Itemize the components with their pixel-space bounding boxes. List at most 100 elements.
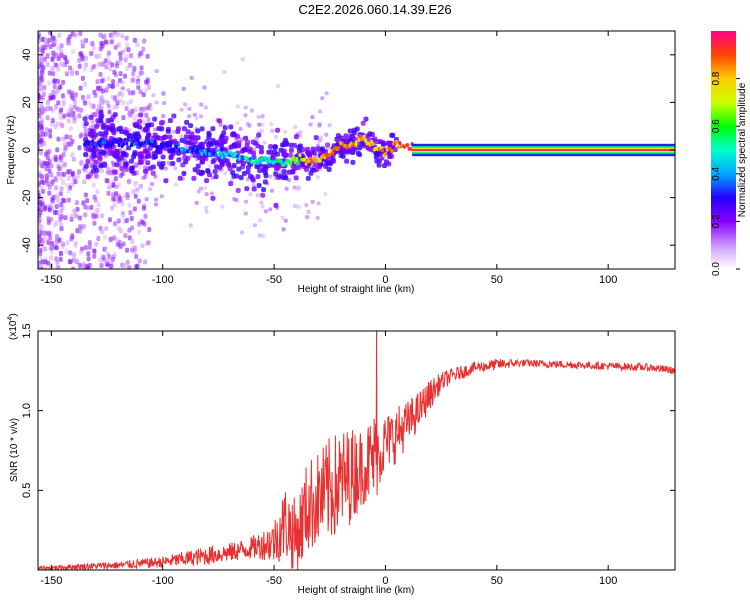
spectrogram-noise-cell [114, 63, 119, 69]
spectrogram-noise-cell [220, 204, 225, 209]
spectrogram-noise-cell [44, 166, 49, 172]
spectrogram-ridge-cell [229, 151, 233, 156]
x-tick-label: -50 [266, 274, 282, 286]
spectrogram-band-cell [245, 164, 251, 170]
spectrogram-band-cell [313, 135, 319, 141]
spectrogram-noise-cell [249, 108, 254, 113]
spectrogram-band-cell [238, 175, 244, 181]
spectrogram-band-cell [335, 137, 341, 143]
colorbar-tick-label: 0.2 [711, 214, 722, 228]
spectrogram-noise-cell [138, 183, 143, 189]
spectrogram-noise-cell [132, 206, 137, 212]
spectrogram-band-cell [251, 186, 257, 192]
spectrogram-band-cell [93, 159, 99, 165]
spectrogram-noise-cell [113, 251, 118, 257]
spectrogram-noise-cell [101, 61, 106, 67]
spectrogram-noise-cell [73, 179, 78, 185]
spectrogram-band-cell [210, 159, 216, 165]
spectrogram-noise-cell [56, 66, 61, 72]
spectrogram-noise-cell [154, 100, 159, 105]
spectrogram-band-cell [110, 123, 116, 129]
spectrogram-band-cell [199, 159, 205, 165]
spectrogram-band-cell [198, 171, 204, 177]
spectrogram-noise-cell [113, 176, 118, 182]
spectrogram-noise-cell [101, 98, 106, 104]
spectrogram-noise-cell [65, 240, 70, 246]
spectrogram-noise-cell [125, 42, 130, 48]
spectrogram-noise-cell [108, 237, 113, 243]
spectrogram-noise-cell [43, 37, 48, 43]
spectrogram-noise-cell [89, 102, 94, 108]
spectrogram-noise-cell [154, 69, 159, 74]
spectrogram-ridge-cell [169, 143, 173, 148]
spectrogram-band-cell [382, 163, 388, 169]
spectrogram-y-ticks: -40 -20 0 20 40 [21, 49, 675, 253]
spectrogram-band-cell [183, 139, 189, 145]
spectrogram-noise-cell [66, 112, 71, 118]
spectrogram-noise-cell [194, 200, 199, 205]
spectrogram-noise-cell [43, 45, 48, 51]
spectrogram-noise-cell [49, 245, 54, 251]
spectrogram-ridge-cell [111, 140, 115, 145]
spectrogram-band-cell [219, 133, 225, 139]
spectrogram-noise-cell [268, 207, 273, 212]
spectrogram-noise-cell [131, 90, 136, 96]
spectrogram-noise-cell [45, 100, 50, 106]
spectrogram-band-cell [96, 154, 102, 160]
spectrogram-noise-cell [61, 97, 66, 103]
spectrogram-noise-cell [245, 177, 250, 182]
spectrogram-noise-cell [112, 69, 117, 75]
spectrogram-noise-cell [260, 204, 265, 209]
spectrogram-band-cell [385, 140, 391, 146]
spectrogram-noise-cell [65, 141, 70, 147]
spectrogram-noise-cell [45, 115, 50, 121]
spectrogram-noise-cell [55, 78, 60, 84]
spectrogram-noise-cell [208, 163, 213, 168]
spectrogram-ridge-cell [150, 138, 154, 143]
colorbar-tick-label: 0.6 [711, 119, 722, 133]
spectrogram-noise-cell [146, 117, 151, 123]
spectrogram-noise-cell [89, 205, 94, 211]
spectrogram-band-cell [89, 128, 95, 134]
spectrogram-band-cell [132, 149, 138, 155]
spectrogram-band-cell [147, 165, 153, 171]
spectrogram-noise-cell [128, 52, 133, 58]
spectrogram-noise-cell [94, 208, 99, 214]
spectrogram-noise-cell [72, 118, 77, 124]
spectrogram-ridge-cell [91, 139, 95, 144]
spectrogram-ridge-cell [295, 156, 299, 161]
spectrogram-noise-cell [74, 257, 79, 263]
spectrogram-band-cell [137, 119, 143, 125]
spectrogram-band-cell [261, 187, 267, 193]
spectrogram-noise-cell [247, 123, 252, 128]
spectrogram-noise-cell [125, 247, 130, 253]
spectrogram-noise-cell [114, 191, 119, 197]
spectrogram-band-cell [160, 154, 166, 160]
spectrogram-noise-cell [89, 50, 94, 56]
spectrogram-noise-cell [101, 254, 106, 260]
spectrogram-ridge-cell [318, 158, 322, 163]
spectrogram-noise-cell [327, 123, 332, 128]
spectrogram-noise-cell [56, 198, 61, 204]
spectrogram-noise-cell [82, 204, 87, 210]
spectrogram-noise-cell [99, 78, 104, 84]
spectrogram-noise-cell [144, 197, 149, 202]
spectrogram-ridge-cell [190, 149, 194, 154]
spectrogram-noise-cell [101, 88, 106, 94]
spectrogram-noise-cell [52, 209, 57, 215]
spectrogram-noise-cell [204, 209, 209, 214]
spectrogram-noise-cell [40, 131, 45, 137]
spectrogram-noise-cell [66, 188, 71, 194]
spectrogram-noise-cell [310, 115, 315, 120]
spectrogram-band-cell [255, 174, 261, 180]
spectrogram-noise-cell [145, 53, 150, 59]
spectrogram-band-cell [85, 174, 91, 180]
spectrogram-noise-cell [69, 141, 74, 147]
spectrogram-band-cell [123, 161, 129, 167]
spectrogram-band-cell [222, 125, 228, 131]
spectrogram-noise-cell [143, 259, 148, 265]
spectrogram-noise-cell [68, 134, 73, 140]
spectrogram-band-cell [142, 127, 148, 133]
snr-scale-prefix: (x10 [8, 320, 19, 340]
spectrogram-band-cell [350, 159, 356, 165]
